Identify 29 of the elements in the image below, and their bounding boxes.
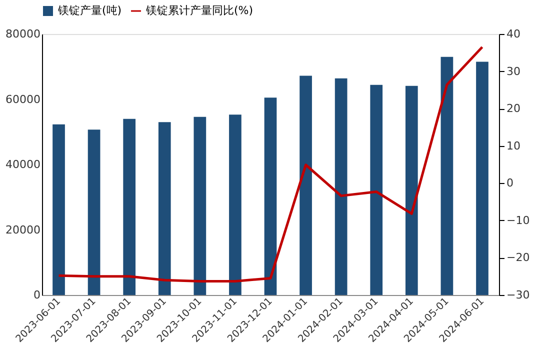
y-tick-label: 0: [34, 288, 40, 302]
bar: [194, 116, 206, 295]
y2-tick-label: 40: [506, 28, 520, 40]
y-tick-label: 20000: [6, 223, 40, 236]
bar: [158, 122, 171, 295]
bar: [334, 78, 348, 295]
bar: [88, 130, 100, 295]
y2-tick-label: 30: [506, 64, 520, 78]
y2-tick-label: 0: [506, 176, 514, 190]
y2-tick-label: 10: [506, 139, 520, 152]
legend-label: 镁锭产量(吨): [57, 4, 122, 17]
bar: [264, 98, 277, 295]
bar: [405, 86, 418, 295]
line-series: [58, 46, 484, 282]
bar: [229, 114, 242, 295]
bar: [123, 118, 136, 295]
bar: [440, 56, 454, 295]
y2-tick-label: −10: [506, 214, 530, 227]
y2-tick-label: −30: [506, 288, 530, 302]
bar: [52, 124, 65, 295]
y-tick-label: 60000: [6, 92, 40, 106]
y2-tick-label: −20: [506, 251, 530, 264]
y2-tick-label: 20: [506, 102, 520, 116]
bar: [370, 84, 383, 295]
bar: [300, 76, 312, 295]
bar: [476, 62, 488, 295]
y-tick-label: 40000: [6, 158, 40, 171]
legend-label: 镁锭累计产量同比(%): [145, 4, 254, 17]
y-tick-label: 80000: [6, 28, 40, 40]
